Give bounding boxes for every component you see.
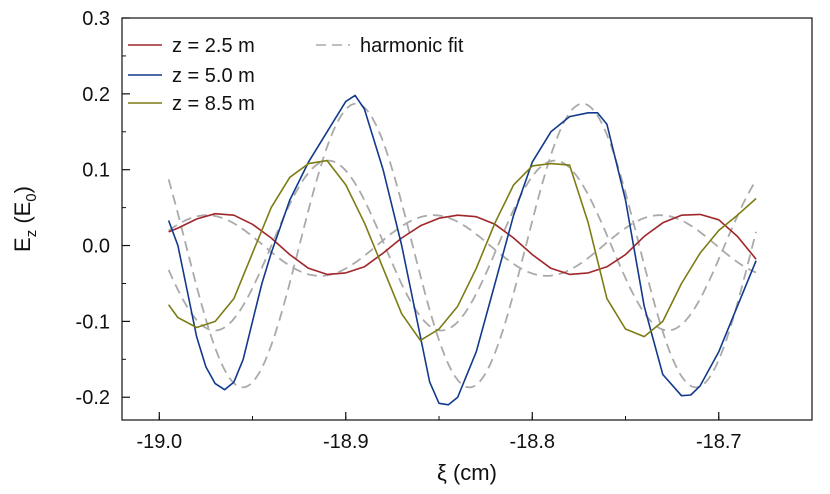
y-tick-label-4: 0.2: [82, 84, 110, 106]
y-axis-label-end: ): [10, 186, 35, 193]
legend-label-3: harmonic fit: [360, 35, 464, 57]
plot-area: [167, 94, 757, 406]
legend-label-2: z = 8.5 m: [172, 93, 255, 115]
y-axis-label-main: E: [10, 237, 35, 252]
y-tick-label-1: -0.1: [76, 311, 110, 333]
x-tick-label-2: -18.8: [509, 431, 555, 453]
y-tick-label-2: 0.0: [82, 236, 110, 258]
y-tick-label-5: 0.3: [82, 8, 110, 30]
legend: z = 2.5 m z = 5.0 m z = 8.5 m harmonic fit: [128, 35, 464, 115]
fit-curve-2: [168, 214, 757, 277]
y-axis-label-sub1: z: [23, 230, 40, 238]
legend-label-0: z = 2.5 m: [172, 35, 255, 57]
series-line-0: [168, 212, 757, 276]
fit-curve-0: [167, 102, 757, 389]
axes: [121, 17, 813, 421]
legend-label-1: z = 5.0 m: [172, 65, 255, 87]
ticks: -19.0 -18.9 -18.8 -18.7 -0.2 -0.1 0.0 0.1 0.2 0.3: [76, 8, 742, 453]
fit-curve-1: [167, 159, 757, 332]
y-axis-label: Ez (E0): [10, 186, 40, 252]
y-axis-label-sub2: 0: [23, 193, 40, 201]
y-axis-label-mid: (E: [10, 202, 35, 230]
y-tick-label-3: 0.1: [82, 160, 110, 182]
x-tick-label-3: -18.7: [696, 431, 742, 453]
x-tick-label-1: -18.9: [323, 431, 369, 453]
y-tick-label-0: -0.2: [76, 387, 110, 409]
x-tick-label-0: -19.0: [137, 431, 183, 453]
series-line-2: [167, 159, 757, 342]
series-line-1: [167, 94, 757, 406]
x-axis-label: ξ (cm): [437, 460, 497, 485]
plot-frame: [121, 17, 813, 421]
